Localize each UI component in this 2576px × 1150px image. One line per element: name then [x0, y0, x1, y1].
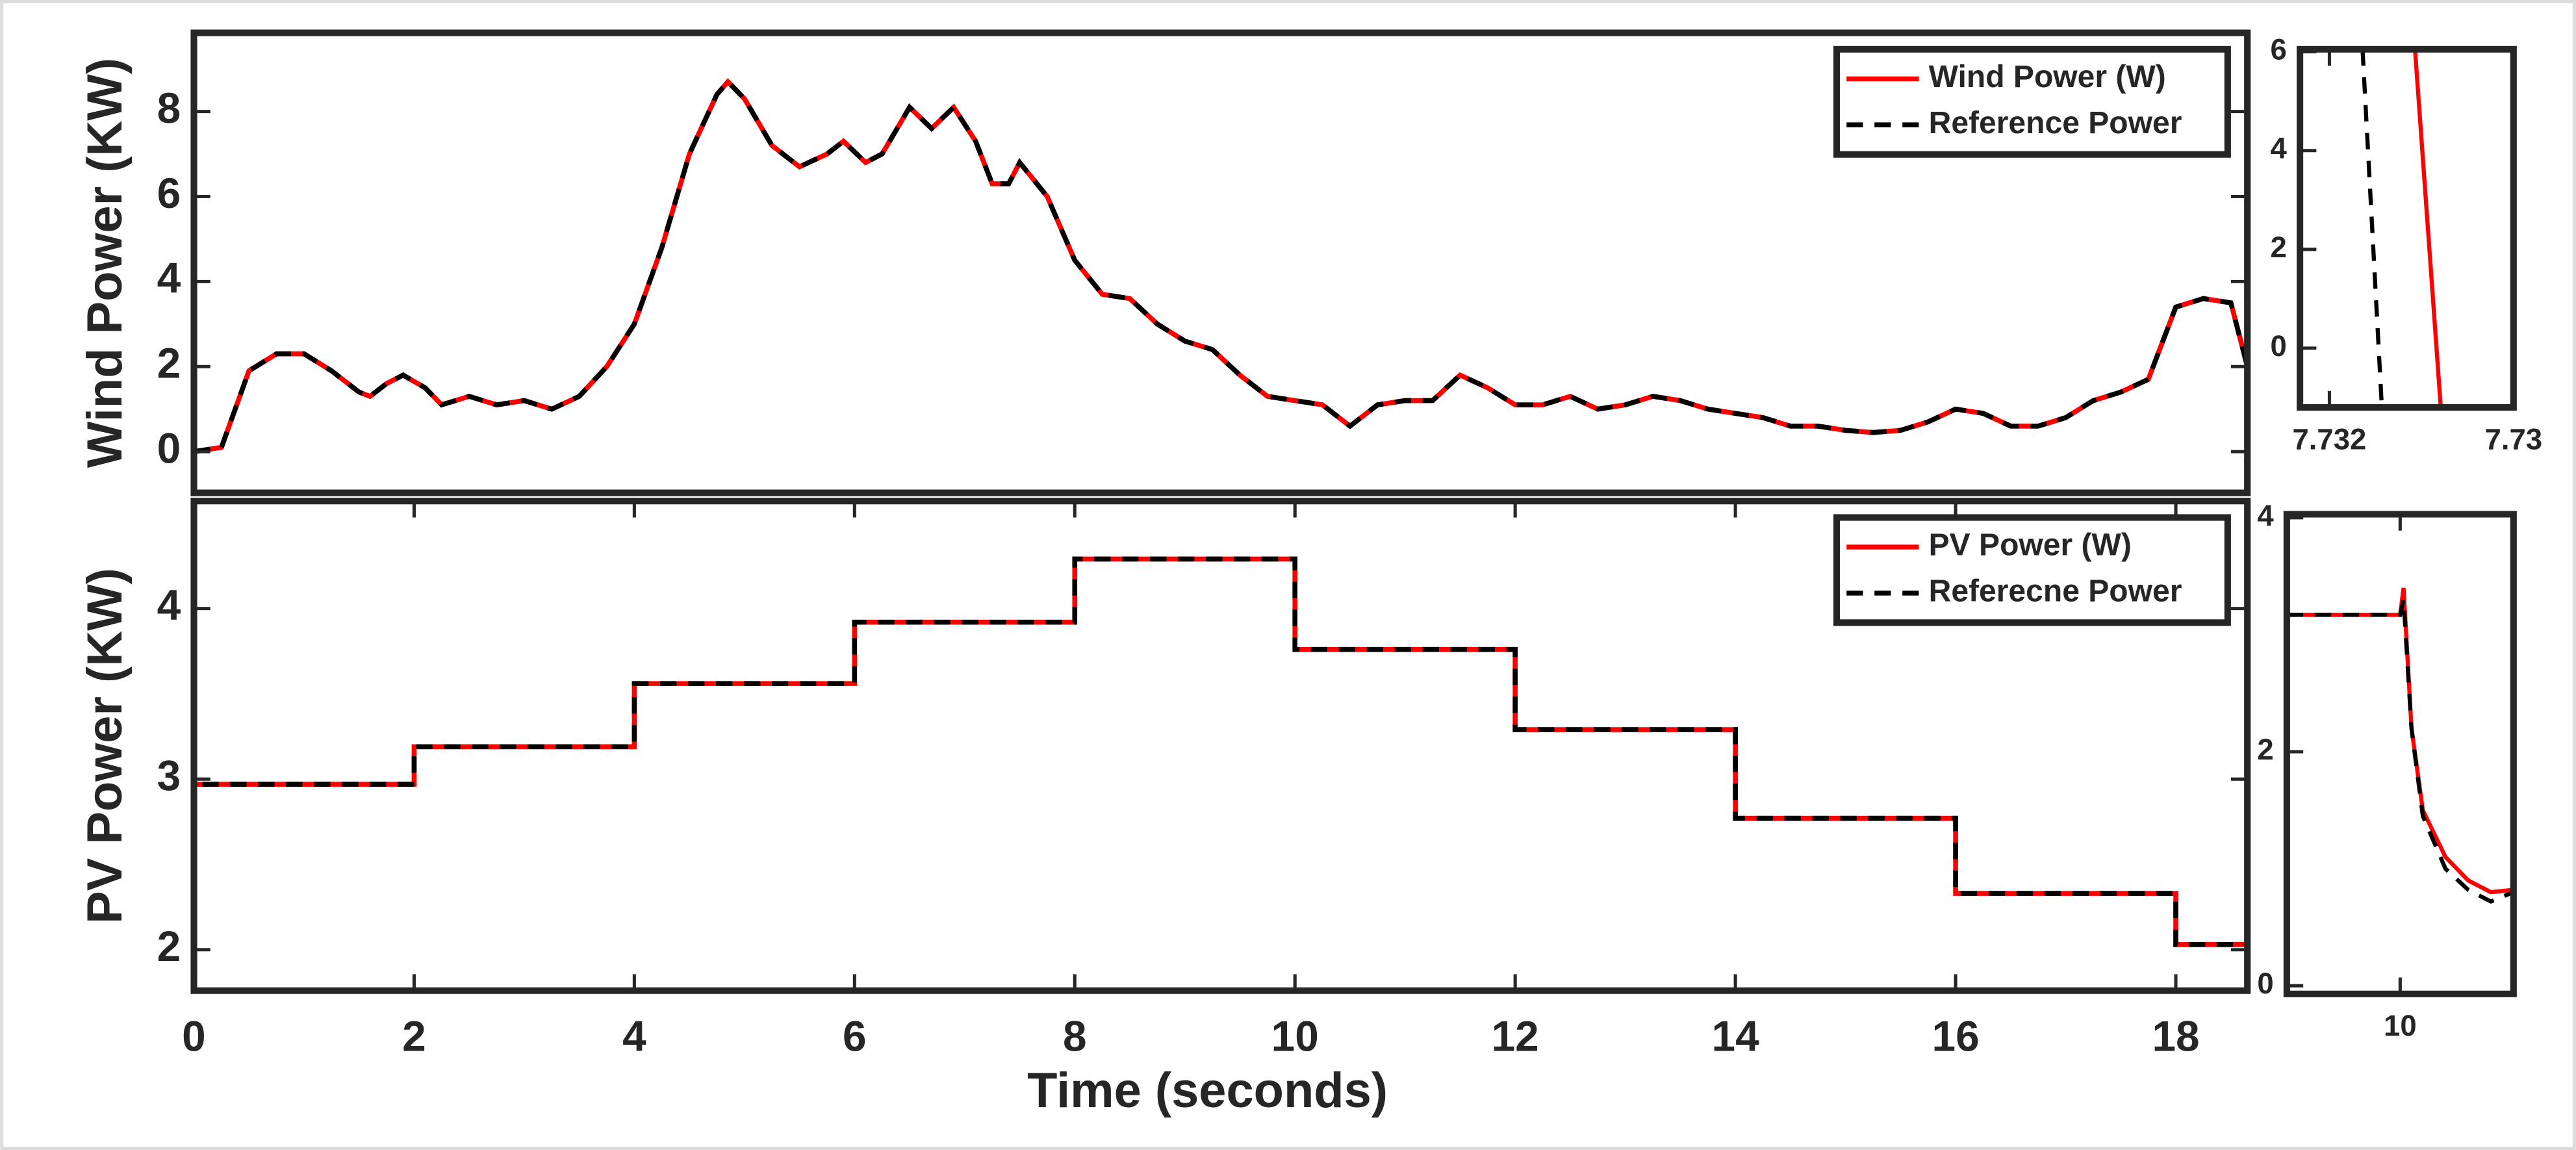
y-tick-label: 2: [2271, 231, 2287, 264]
plot-lines: [2286, 587, 2514, 904]
x-tick-label: 10: [1271, 1012, 1319, 1060]
y-tick-label: 2: [2257, 733, 2273, 766]
x-tick-label: 6: [843, 1012, 867, 1060]
x-tick-label: 18: [2152, 1012, 2199, 1060]
series-line: [2360, 49, 2384, 408]
axes-box: [190, 29, 2251, 496]
series-line: [2286, 599, 2514, 904]
x-tick-label: 14: [1712, 1012, 1760, 1060]
plot-area: [2300, 49, 2514, 408]
y-tick-label: 3: [157, 752, 181, 800]
x-tick-label: 0: [182, 1012, 206, 1060]
legend-box: [1833, 45, 2231, 158]
series-line: [194, 78, 2248, 454]
legend-label: PV Power (W): [1929, 528, 2132, 563]
x-tick-label: 16: [1932, 1012, 1980, 1060]
x-tick-label: 7.73: [2485, 422, 2543, 455]
y-tick-label: 4: [2257, 499, 2274, 532]
x-axis-label: Time (seconds): [1027, 1063, 1388, 1118]
x-tick-label: 10: [2384, 1009, 2417, 1042]
y-tick-label: 6: [157, 169, 181, 217]
x-tick-label: 8: [1063, 1012, 1087, 1060]
y-axis-label: PV Power (KW): [77, 568, 133, 924]
x-tick-label: 7.732: [2293, 422, 2367, 455]
y-tick-label: 4: [157, 254, 181, 302]
legend-label: Wind Power (W): [1929, 60, 2166, 94]
axes-box: [2297, 45, 2517, 411]
y-tick-label: 6: [2271, 33, 2287, 66]
axes-box: [2283, 511, 2517, 997]
y-tick-label: 0: [157, 424, 181, 472]
y-tick-label: 0: [2271, 329, 2287, 363]
y-tick-label: 4: [157, 581, 181, 629]
y-axis-label: Wind Power (KW): [77, 58, 133, 468]
series-line: [194, 556, 2248, 947]
x-tick-label: 4: [622, 1012, 646, 1060]
x-tick-label: 12: [1492, 1012, 1539, 1060]
plot-lines: [2360, 49, 2443, 408]
plot-area: [2286, 514, 2514, 994]
legend-label: Referecne Power: [1929, 574, 2182, 609]
y-tick-label: 2: [157, 339, 181, 387]
y-tick-label: 4: [2271, 132, 2288, 165]
y-tick-label: 2: [157, 922, 181, 970]
y-tick-label: 0: [2257, 967, 2273, 1000]
y-tick-label: 8: [157, 84, 181, 132]
plot-lines: [194, 78, 2248, 454]
series-line: [2413, 49, 2443, 408]
legend-label: Reference Power: [1929, 106, 2182, 140]
x-tick-label: 2: [402, 1012, 426, 1060]
legend-box: [1833, 514, 2231, 626]
axes-box: [190, 498, 2251, 994]
plot-lines: [194, 556, 2248, 947]
